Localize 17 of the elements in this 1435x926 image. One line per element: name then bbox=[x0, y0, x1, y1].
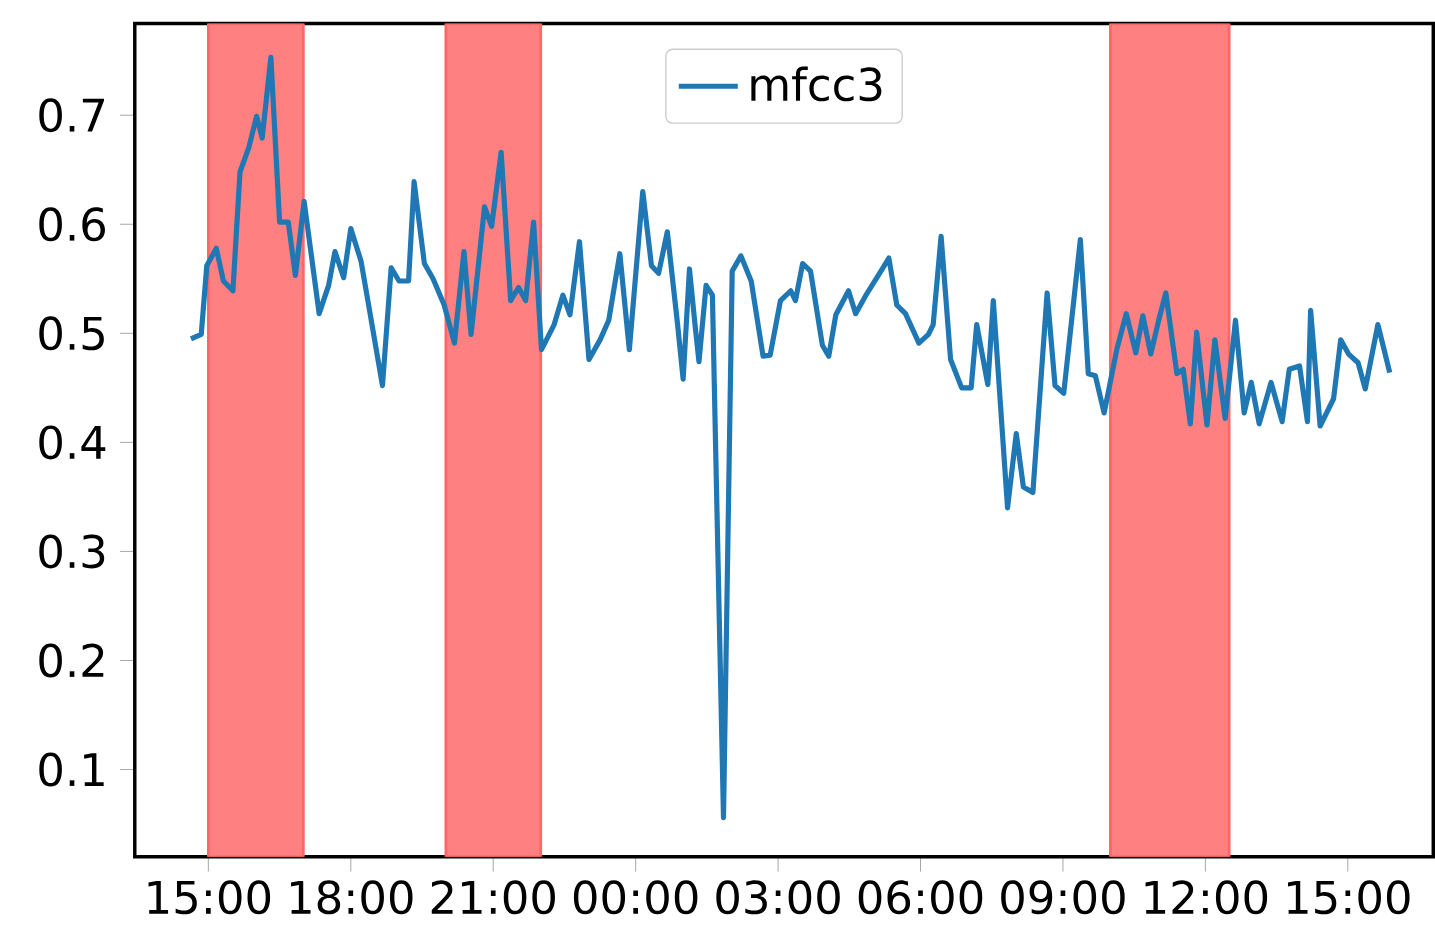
x-tick-label: 21:00 bbox=[431, 880, 555, 915]
x-tick-label: 03:00 bbox=[716, 880, 840, 915]
y-tick-label: 0.6 bbox=[39, 207, 105, 242]
x-tick-label: 18:00 bbox=[290, 880, 413, 915]
x-tick-label: 09:00 bbox=[1001, 880, 1125, 915]
y-tick-label: 0.3 bbox=[39, 534, 105, 569]
x-tick-label: 15:00 bbox=[1287, 880, 1410, 915]
x-tick-label: 15:00 bbox=[148, 880, 271, 915]
legend-label: mfcc3 bbox=[751, 66, 882, 102]
x-tick-label: 00:00 bbox=[573, 880, 698, 915]
y-tick-label: 0.2 bbox=[39, 643, 104, 678]
y-tick-label: 0.7 bbox=[39, 98, 104, 133]
x-tick-label: 06:00 bbox=[858, 880, 983, 915]
y-tick-label: 0.4 bbox=[39, 425, 106, 460]
y-tick-label: 0.1 bbox=[39, 752, 104, 787]
x-tick-label: 12:00 bbox=[1145, 880, 1268, 915]
y-tick-label: 0.5 bbox=[39, 316, 104, 351]
